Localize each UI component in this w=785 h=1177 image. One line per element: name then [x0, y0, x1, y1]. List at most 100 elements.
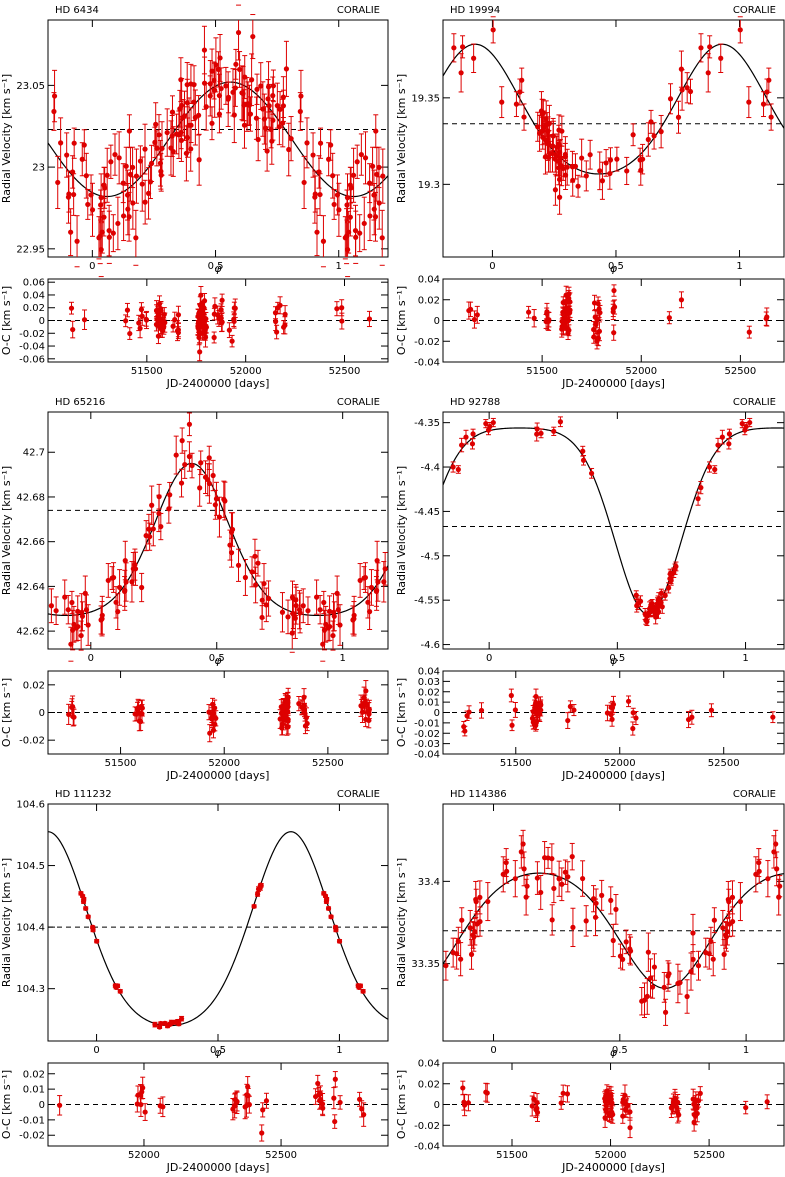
data-point — [591, 326, 597, 333]
data-point — [687, 88, 694, 95]
data-point — [344, 202, 350, 208]
data-point — [711, 917, 717, 923]
data-point — [236, 66, 243, 73]
data-point — [487, 423, 493, 430]
data-point — [89, 207, 96, 213]
data-point — [160, 320, 167, 326]
data-point — [653, 614, 659, 620]
data-point — [647, 975, 654, 981]
data-point — [296, 701, 302, 707]
data-point — [125, 206, 131, 212]
data-point — [375, 579, 381, 585]
data-point — [560, 1090, 566, 1096]
data-point — [459, 44, 466, 50]
y-tick-label: 42.66 — [16, 537, 45, 548]
y-tick-label: -0.04 — [414, 358, 440, 369]
y-tick-label: 0 — [434, 316, 440, 327]
data-point — [608, 1099, 614, 1106]
data-point — [675, 114, 682, 120]
data-point — [336, 207, 342, 213]
data-point — [281, 708, 287, 715]
data-point — [135, 1092, 141, 1098]
star-name: HD 111232 — [55, 789, 112, 800]
y-tick-label: 19.3 — [418, 180, 440, 191]
data-point — [79, 613, 86, 619]
data-point — [470, 431, 476, 437]
data-point — [540, 134, 546, 140]
data-point — [639, 156, 646, 162]
data-point — [197, 349, 203, 355]
data-point — [655, 609, 662, 615]
data-point — [285, 716, 291, 722]
data-point — [51, 93, 58, 99]
x-tick-label: 0.5 — [208, 261, 224, 272]
data-point — [176, 1021, 182, 1027]
rv-frame — [442, 19, 785, 258]
data-point — [358, 703, 364, 709]
y-tick-label: -0.02 — [19, 329, 45, 340]
x-tick-label: 52500 — [708, 758, 740, 769]
data-point — [266, 103, 272, 109]
data-point — [637, 598, 644, 604]
data-point — [720, 925, 726, 931]
data-point — [559, 128, 565, 134]
data-point — [110, 230, 116, 236]
data-point — [648, 119, 654, 125]
data-point — [281, 324, 287, 330]
data-point — [633, 592, 639, 598]
data-point — [292, 615, 298, 621]
data-point — [595, 300, 601, 307]
data-point — [112, 151, 118, 158]
data-point — [688, 968, 694, 975]
x-tick-label: 0.5 — [209, 653, 225, 664]
rv-panel: HD 65216 CORALIE 0 0.5 1 42.62 42.64 42.66 42.68… — [0, 397, 389, 667]
data-point — [571, 707, 577, 713]
data-point — [718, 55, 724, 61]
data-point — [353, 234, 359, 240]
data-point — [540, 110, 546, 116]
data-point — [342, 235, 348, 241]
data-point — [222, 498, 228, 504]
data-point — [139, 584, 145, 591]
y-tick-label: 42.62 — [16, 627, 45, 638]
data-point — [322, 893, 329, 899]
data-point — [508, 692, 514, 699]
data-point — [137, 158, 144, 164]
x-tick-label: 52000 — [230, 366, 262, 377]
data-point — [652, 609, 658, 615]
data-point — [246, 102, 253, 108]
data-point — [186, 453, 193, 460]
data-point — [57, 1102, 63, 1108]
data-point — [268, 126, 274, 133]
data-point — [697, 1090, 703, 1096]
data-point — [355, 983, 361, 989]
data-point — [316, 169, 322, 175]
data-point — [477, 918, 483, 925]
data-point — [610, 309, 616, 315]
y-tick-label: -0.04 — [19, 342, 45, 353]
data-point — [51, 108, 57, 115]
data-point — [241, 122, 248, 128]
data-point — [361, 575, 367, 581]
x-axis-title: φ — [214, 1046, 222, 1059]
data-point — [297, 108, 303, 115]
data-point — [703, 950, 709, 956]
data-point — [565, 717, 571, 724]
data-point — [463, 434, 469, 440]
x-axis-title: JD-2400000 [days] — [561, 1161, 665, 1174]
x-tick-label: 0.5 — [608, 261, 624, 272]
data-point — [359, 1106, 365, 1112]
data-point — [155, 322, 162, 329]
x-tick-label: 1 — [339, 653, 345, 664]
x-tick-label: 0 — [490, 1045, 496, 1056]
data-point — [350, 172, 357, 178]
data-point — [509, 722, 515, 728]
data-point — [376, 164, 382, 170]
data-point — [562, 151, 568, 158]
data-point — [684, 993, 690, 1000]
data-point — [83, 173, 89, 179]
data-point — [583, 173, 589, 179]
data-point — [85, 201, 91, 208]
data-point — [466, 307, 472, 314]
data-point — [357, 230, 363, 236]
